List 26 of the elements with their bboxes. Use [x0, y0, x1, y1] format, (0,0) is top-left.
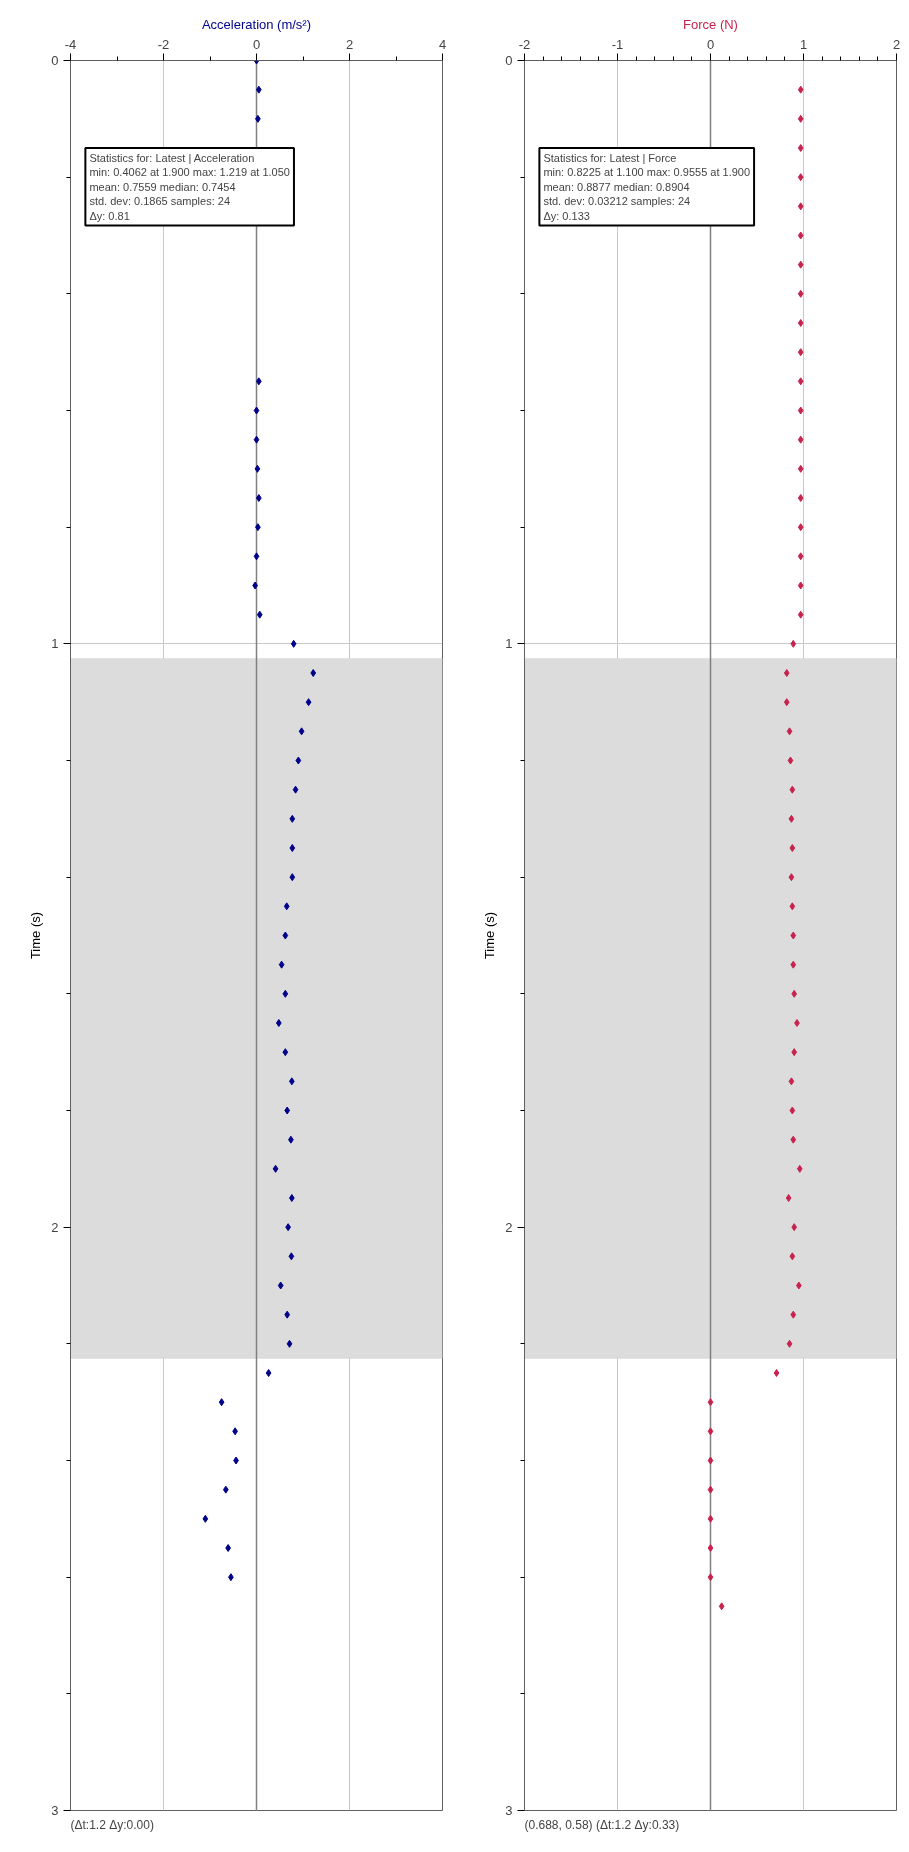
x-tick-label: 1 [799, 36, 808, 52]
y-tick-label: 3 [51, 1803, 59, 1818]
y-tick-label: 1 [505, 636, 513, 652]
x-tick-label: -2 [157, 36, 170, 52]
y-tick-label: 0 [51, 53, 59, 68]
x-tick-label: -2 [518, 36, 531, 52]
y-axis-title: Time (s) [28, 911, 44, 960]
x-axis-title: Force (N) [683, 16, 738, 32]
y-tick-label: 2 [505, 1219, 513, 1235]
x-tick-label: 0 [706, 36, 715, 52]
y-tick-label: 0 [505, 53, 513, 68]
y-tick-label: 1 [51, 636, 59, 652]
x-tick-label: 0 [252, 36, 261, 52]
y-axis-title: Time (s) [482, 911, 498, 960]
x-tick-label: -4 [64, 36, 77, 52]
y-tick-label: 2 [51, 1219, 59, 1235]
x-axis-title: Acceleration (m/s²) [201, 16, 312, 32]
annotation: Statistics for: Latest | Acceleration min: 0.4062 at 1.900 max: 1.219 at 1.050 mean: 0.7559 median: 0.7454 std. dev: 0.1865 samples: 24 Δy: 0.81 [89, 152, 290, 222]
text: (Δt:1.2 Δy:0.00) [70, 1817, 154, 1832]
x-tick-label: 4 [438, 36, 447, 52]
x-tick-label: 2 [345, 36, 354, 52]
y-tick-label: 3 [505, 1803, 513, 1818]
x-tick-label: 2 [892, 36, 901, 52]
x-tick-label: -1 [611, 36, 624, 52]
annotation: Statistics for: Latest | Force min: 0.8225 at 1.100 max: 0.9555 at 1.900 mean: 0.8877 median: 0.8904 std. dev: 0.03212 samples: 24 Δy: 0.133 [543, 152, 751, 222]
text: (0.688, 0.58) (Δt:1.2 Δy:0.33) [524, 1817, 680, 1832]
